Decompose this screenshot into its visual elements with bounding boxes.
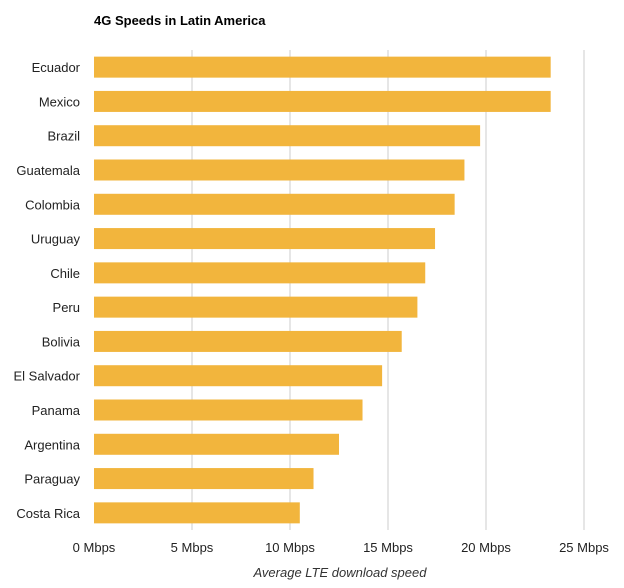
- category-label: Panama: [32, 403, 81, 418]
- x-tick-label: 10 Mbps: [265, 540, 315, 555]
- category-label: Paraguay: [24, 472, 80, 487]
- bar: [94, 56, 551, 78]
- bar: [94, 433, 339, 455]
- x-axis-label: Average LTE download speed: [253, 565, 428, 580]
- x-tick-label: 20 Mbps: [461, 540, 511, 555]
- bars: [94, 56, 551, 524]
- x-tick-label: 0 Mbps: [73, 540, 116, 555]
- category-label: Chile: [50, 266, 80, 281]
- bar: [94, 90, 551, 112]
- category-labels: Ecuador Mexico Brazil Guatemala Colombia Urug…: [14, 60, 81, 521]
- category-label: El Salvador: [14, 369, 81, 384]
- bar: [94, 365, 383, 387]
- category-label: Peru: [53, 300, 80, 315]
- bar: [94, 159, 465, 181]
- x-tick-label: 5 Mbps: [171, 540, 214, 555]
- x-tick-labels: 0 Mbps 5 Mbps 10 Mbps 15 Mbps 20 Mbps 25 Mbps: [73, 540, 610, 555]
- category-label: Uruguay: [31, 232, 81, 247]
- category-label: Argentina: [24, 437, 80, 452]
- bar: [94, 262, 426, 284]
- x-tick-label: 15 Mbps: [363, 540, 413, 555]
- category-label: Colombia: [25, 197, 81, 212]
- bar: [94, 228, 436, 250]
- bar: [94, 125, 481, 147]
- bar: [94, 193, 455, 215]
- bar: [94, 399, 363, 421]
- bar: [94, 296, 418, 318]
- category-label: Guatemala: [16, 163, 80, 178]
- chart-title: 4G Speeds in Latin America: [94, 13, 266, 28]
- bar: [94, 330, 402, 352]
- category-label: Bolivia: [42, 334, 81, 349]
- category-label: Brazil: [47, 129, 80, 144]
- category-label: Ecuador: [32, 60, 81, 75]
- bar: [94, 502, 300, 524]
- category-label: Mexico: [39, 94, 80, 109]
- bar: [94, 468, 314, 490]
- x-tick-label: 25 Mbps: [559, 540, 609, 555]
- gridlines: [191, 50, 585, 530]
- category-label: Costa Rica: [16, 506, 80, 521]
